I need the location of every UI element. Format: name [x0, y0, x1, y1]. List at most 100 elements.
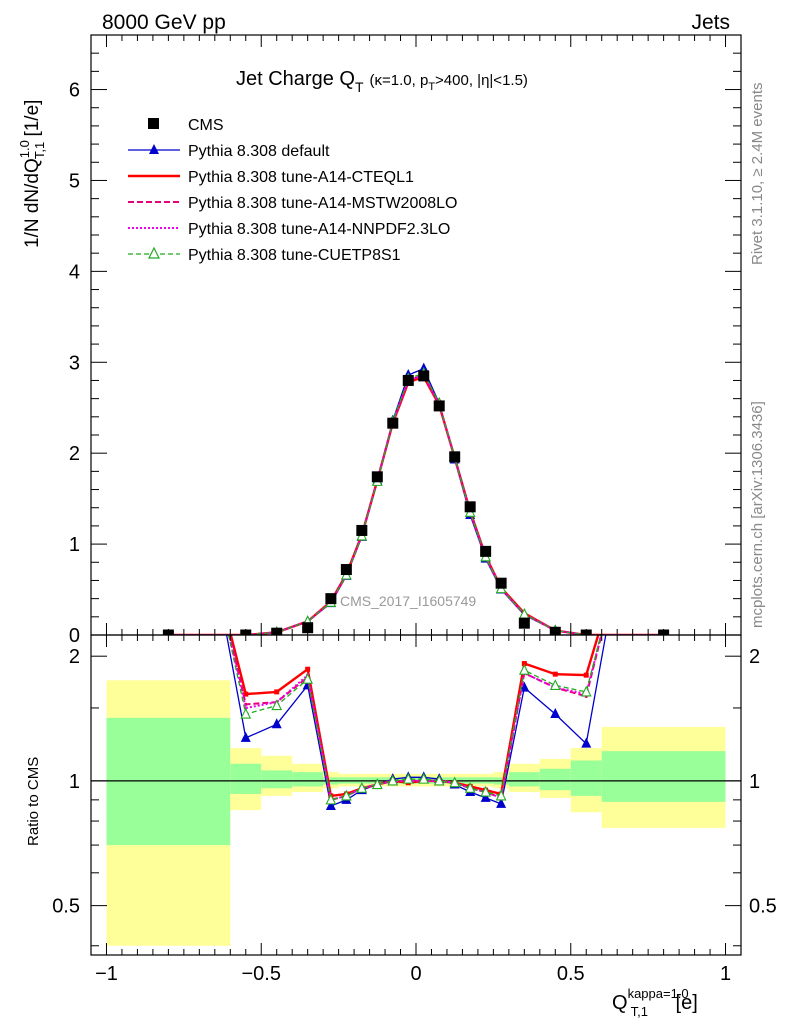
y-tick-label: 4: [69, 261, 80, 283]
y-axis-label: 1/N dN/dQ1.0T,1 [1/e]: [17, 100, 47, 248]
ratio-y-tick-label-right: 1: [749, 771, 760, 793]
ratio-series-point-cteql1: [552, 671, 558, 677]
ratio-band-inner-7: [508, 772, 540, 787]
ratio-y-tick-label: 2: [69, 646, 80, 668]
ratio-series-point-cuetp8s1: [464, 782, 476, 793]
ratio-band-inner-9: [570, 760, 602, 796]
header-right: Jets: [691, 11, 730, 34]
ratio-series-point-cuetp8s1: [580, 685, 592, 697]
cms-data-point: [464, 501, 476, 513]
analysis-watermark: CMS_2017_I1605749: [340, 593, 476, 609]
ratio-y-tick-label-right: 2: [749, 646, 760, 668]
ratio-y-tick-label-right: 0.5: [749, 896, 777, 918]
ratio-series-point-cuetp8s1: [271, 699, 283, 711]
x-tick-label: 0.5: [557, 963, 585, 985]
ratio-series-point-default: [240, 731, 251, 742]
cms-data-point: [480, 545, 492, 557]
y-tick-label: 0: [69, 625, 80, 647]
legend-label-default: Pythia 8.308 default: [188, 143, 330, 160]
legend-label-cuetp8s1: Pythia 8.308 tune-CUETP8S1: [188, 247, 401, 264]
ratio-series-point-cuetp8s1: [340, 789, 352, 801]
cms-data-point: [495, 577, 507, 589]
cms-data-point: [418, 370, 430, 382]
legend-entry-cteql1: Pythia 8.308 tune-A14-CTEQL1: [128, 169, 414, 186]
y-tick-label: 2: [69, 443, 80, 465]
ratio-band-inner-8: [539, 768, 571, 791]
ratio-series-point-cuetp8s1: [495, 789, 507, 801]
chart-title: Jet Charge QT (κ=1.0, pT>400, |η|<1.5): [236, 68, 528, 95]
legend-label-nnpdf: Pythia 8.308 tune-A14-NNPDF2.3LO: [188, 221, 450, 238]
legend-label-mstw2008lo: Pythia 8.308 tune-A14-MSTW2008LO: [188, 195, 457, 212]
ratio-y-tick-label: 0.5: [52, 896, 80, 918]
cms-data-point: [302, 622, 314, 634]
ratio-plot-series: [225, 635, 607, 810]
legend-label-cteql1: Pythia 8.308 tune-A14-CTEQL1: [188, 169, 414, 186]
legend-entry-default: Pythia 8.308 default: [128, 143, 330, 160]
legend: CMS Pythia 8.308 default Pythia 8.308 tu…: [128, 117, 457, 264]
legend-entry-mstw2008lo: Pythia 8.308 tune-A14-MSTW2008LO: [128, 195, 457, 212]
ratio-series-point-cteql1: [243, 691, 249, 697]
ratio-series-point-cuetp8s1: [302, 672, 314, 684]
main-series-line-cuetp8s1: [168, 372, 664, 635]
ratio-series-point-cteql1: [274, 689, 280, 695]
rivet-label: Rivet 3.1.10, ≥ 2.4M events: [749, 83, 766, 266]
ratio-uncertainty-bands: [91, 680, 741, 946]
legend-entry-cms: CMS: [148, 117, 224, 134]
ratio-series-point-default: [325, 799, 336, 810]
ratio-series-point-cuetp8s1: [356, 782, 368, 793]
legend-entry-nnpdf: Pythia 8.308 tune-A14-NNPDF2.3LO: [128, 221, 450, 238]
x-axis-label: Qkappa=1.0 T,1 [e]: [612, 986, 698, 1019]
ratio-series-point-cuetp8s1: [240, 707, 252, 719]
cms-data-point: [433, 400, 445, 412]
cms-data-point: [340, 564, 352, 576]
cms-data-point: [518, 617, 530, 629]
mcplots-label: mcplots.cern.ch [arXiv:1306.3436]: [749, 401, 766, 628]
ratio-series-point-cteql1: [305, 666, 311, 672]
ratio-band-inner-3: [292, 772, 324, 787]
ratio-series-point-cuetp8s1: [549, 679, 561, 690]
ratio-series-point-cuetp8s1: [371, 778, 383, 790]
legend-label-cms: CMS: [188, 117, 224, 134]
y-tick-label: 6: [69, 80, 80, 102]
y-tick-label: 3: [69, 352, 80, 374]
y-tick-label: 1: [69, 534, 80, 556]
legend-entry-cuetp8s1: Pythia 8.308 tune-CUETP8S1: [128, 246, 401, 264]
ratio-series-point-cuetp8s1: [480, 785, 492, 797]
ratio-band-inner-1: [230, 763, 262, 794]
ratio-series-point-cuetp8s1: [518, 663, 530, 675]
cms-data-point: [449, 451, 461, 463]
header-left: 8000 GeV pp: [102, 11, 226, 34]
ratio-band-inner-10: [601, 751, 726, 802]
cms-data-point: [387, 417, 399, 429]
ratio-series-point-cuetp8s1: [449, 776, 461, 788]
legend-marker-default: [149, 144, 159, 154]
ratio-series-point-cteql1: [521, 661, 527, 667]
ratio-series-point-cuetp8s1: [325, 793, 337, 805]
ratio-series-point-default: [581, 737, 592, 748]
ratio-y-axis-label: Ratio to CMS: [25, 757, 42, 846]
ratio-series-point-cuetp8s1: [418, 772, 430, 784]
x-tick-label: −1: [95, 963, 118, 985]
cms-data-point: [325, 593, 337, 605]
x-tick-label: −0.5: [241, 963, 280, 985]
ratio-series-point-default: [519, 681, 530, 692]
cms-data-point: [371, 471, 383, 483]
ratio-series-point-cuetp8s1: [402, 772, 414, 784]
ratio-series-point-cuetp8s1: [433, 774, 445, 786]
x-tick-label: 0: [410, 963, 421, 985]
cms-data-point: [356, 524, 368, 536]
ratio-series-point-default: [271, 718, 282, 729]
ratio-series-point-cuetp8s1: [387, 774, 399, 786]
y-tick-label: 5: [69, 170, 80, 192]
ratio-y-tick-label: 1: [69, 771, 80, 793]
ratio-series-line-cteql1: [229, 635, 600, 798]
legend-marker-cuetp8s1: [148, 246, 160, 259]
ratio-series-point-default: [496, 797, 507, 808]
ratio-series-point-default: [480, 791, 491, 802]
cms-data-point: [402, 374, 414, 386]
x-tick-label: 1: [720, 963, 731, 985]
ratio-band-inner-2: [261, 770, 293, 789]
legend-marker-cms: [148, 118, 159, 129]
ratio-series-point-cteql1: [583, 672, 589, 678]
